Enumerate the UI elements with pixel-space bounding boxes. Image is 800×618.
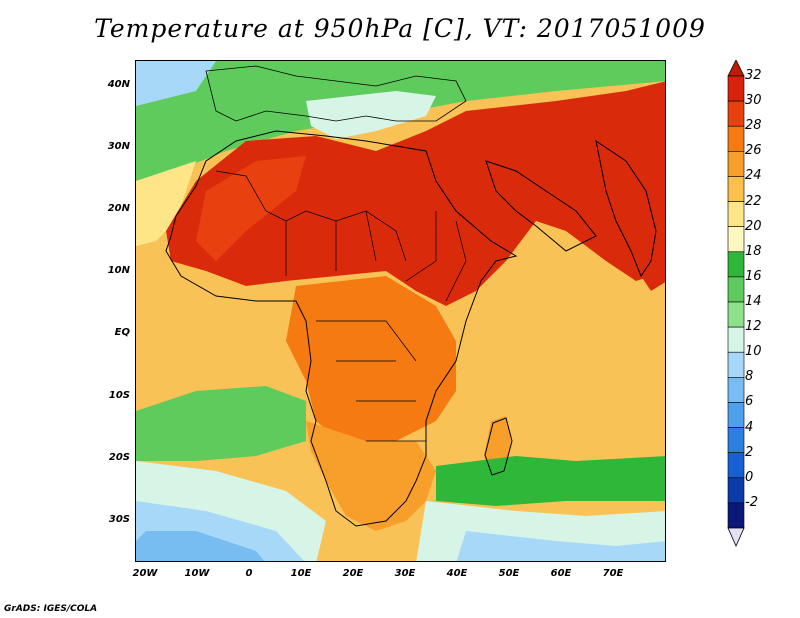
- lat-tick-label: 20N: [107, 203, 130, 214]
- temperature-field: [136, 61, 665, 561]
- lon-tick-label: 50E: [498, 568, 520, 579]
- colorbar-label: 2: [745, 444, 754, 460]
- colorbar-label: 10: [745, 344, 762, 360]
- colorbar-swatch: [727, 377, 745, 403]
- colorbar-label: 16: [745, 268, 762, 284]
- west-africa-hot-core: [196, 156, 306, 261]
- lat-tick-label: 30S: [108, 514, 130, 525]
- temperature-map: [135, 60, 666, 562]
- colorbar-label: 12: [745, 319, 762, 335]
- arabia-coastline: [485, 160, 597, 252]
- colorbar-label: 22: [745, 193, 762, 209]
- colorbar-swatch: [727, 427, 745, 453]
- lat-tick-label: 40N: [107, 79, 130, 90]
- colorbar-label: 24: [745, 168, 762, 184]
- colorbar-swatch: [727, 326, 745, 353]
- europe-coastline: [205, 65, 467, 122]
- colorbar-swatch: [727, 100, 745, 127]
- colorbar-label: 30: [745, 93, 762, 109]
- lat-tick-label: 10S: [108, 390, 130, 401]
- india-coastline: [595, 139, 657, 278]
- colorbar-label: 8: [745, 369, 754, 385]
- south-cold-patch: [136, 531, 265, 561]
- colorbar-label: 28: [745, 118, 762, 134]
- colorbar-swatch: [727, 125, 745, 152]
- lon-tick-label: 60E: [550, 568, 572, 579]
- colorbar-under-arrow: [727, 527, 745, 547]
- colorbar-swatch: [727, 226, 745, 253]
- lon-tick-label: 0: [245, 568, 253, 579]
- africa-coastline: [165, 130, 518, 527]
- south-indian-green: [436, 456, 665, 506]
- colorbar-label: 6: [745, 394, 754, 410]
- lon-tick-label: 30E: [394, 568, 416, 579]
- lat-tick-label: 30N: [107, 141, 130, 152]
- lat-tick-label: EQ: [114, 327, 130, 338]
- sahara-hot-region: [166, 81, 665, 306]
- lon-tick-label: 20W: [132, 568, 158, 579]
- footer-credit: GrADS: IGES/COLA: [4, 604, 98, 614]
- colorbar-swatch: [727, 477, 745, 504]
- colorbar-label: 18: [745, 243, 762, 259]
- colorbar-swatch: [727, 351, 745, 378]
- lon-tick-label: 10W: [184, 568, 210, 579]
- lon-tick-label: 10E: [290, 568, 312, 579]
- lon-tick-label: 40E: [446, 568, 468, 579]
- country-borders: [215, 170, 467, 442]
- north-cool-band: [136, 61, 665, 181]
- colorbar-label: 26: [745, 143, 762, 159]
- color-legend: [727, 60, 745, 547]
- colorbar-swatch: [727, 452, 745, 479]
- colorbar-swatch: [727, 502, 745, 529]
- mediterranean-cool-patch: [306, 91, 436, 139]
- colorbar-label: -2: [745, 494, 758, 510]
- atlantic-pale-band: [136, 161, 196, 246]
- colorbar-label: 14: [745, 294, 762, 309]
- lon-tick-label: 70E: [602, 568, 624, 579]
- nw-cool-patch: [136, 61, 216, 106]
- map-title: Temperature at 950hPa [C], VT: 201705100…: [94, 14, 706, 43]
- lat-tick-label: 20S: [108, 452, 130, 463]
- south-indian-cooler: [456, 531, 665, 561]
- colorbar-swatch: [727, 176, 745, 202]
- colorbar-swatch: [727, 201, 745, 227]
- colorbar-swatch: [727, 151, 745, 177]
- colorbar-label: 4: [745, 419, 754, 435]
- south-atlantic-green: [136, 386, 306, 461]
- colorbar-label: 0: [745, 469, 754, 485]
- lon-tick-label: 20E: [342, 568, 364, 579]
- colorbar-swatch: [727, 251, 745, 278]
- lat-tick-label: 10N: [107, 265, 130, 276]
- colorbar-label: 32: [745, 68, 762, 83]
- colorbar-label: 20: [745, 218, 762, 234]
- colorbar-swatch: [727, 301, 745, 328]
- madagascar-coastline: [484, 417, 513, 476]
- colorbar-swatch: [727, 402, 745, 428]
- colorbar-swatch: [727, 276, 745, 303]
- colorbar-over-arrow: [727, 60, 745, 77]
- colorbar-swatch: [727, 75, 745, 102]
